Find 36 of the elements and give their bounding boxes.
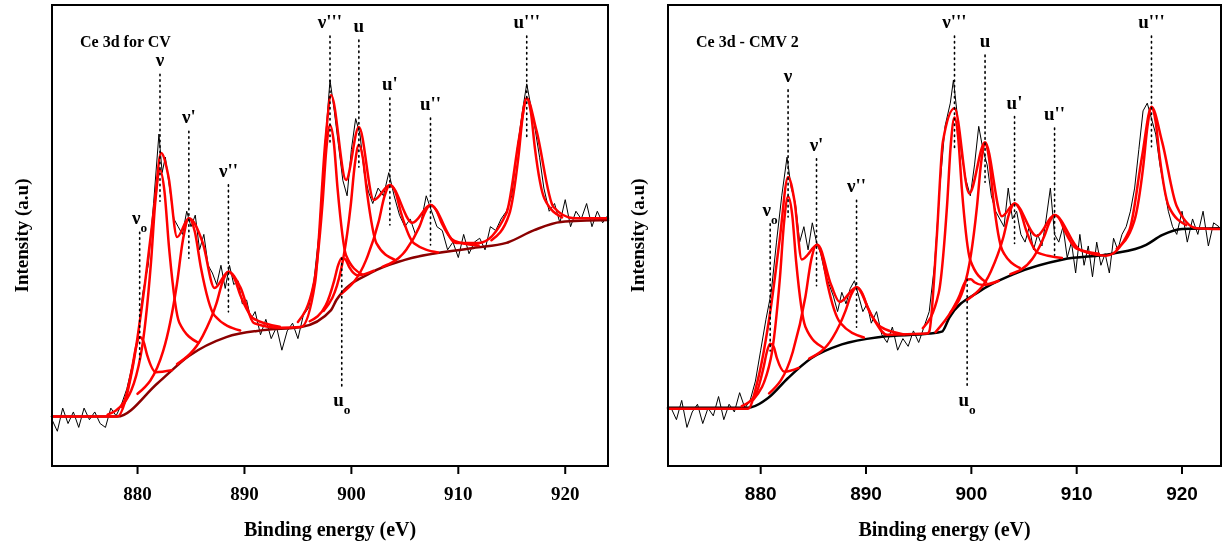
x-axis-title: Binding energy (eV): [243, 518, 417, 541]
x-tick-label: 900: [337, 483, 366, 504]
x-tick-label: 910: [444, 483, 473, 504]
ref-line-label: ν''': [316, 11, 343, 32]
ref-line-label: u'': [419, 93, 442, 115]
ref-line-label: u'': [1044, 103, 1066, 125]
ref-line-label: u$_{o}$: [333, 389, 351, 417]
ref-line-label: u': [1006, 91, 1023, 113]
ref-line-label: ν$_{o}$: [761, 198, 779, 227]
ref-line-label: ν: [154, 49, 165, 71]
ref-line-label: ν': [180, 106, 196, 128]
x-tick-label: 880: [744, 483, 777, 504]
ref-line-label: u$_{o}$: [958, 389, 977, 417]
ref-line-label: ν': [808, 133, 824, 155]
x-tick-label: 890: [230, 483, 259, 504]
x-tick-label: 920: [1166, 483, 1198, 504]
ref-line-label: ν$_{o}$: [131, 207, 148, 235]
ref-line-label: ν''': [941, 11, 967, 32]
x-tick-label: 900: [955, 483, 988, 504]
ref-line-label: u: [979, 30, 991, 52]
x-tick-label: 910: [1060, 483, 1093, 504]
x-tick-label: 890: [850, 483, 882, 504]
y-axis-title: Intensity (a.u): [627, 178, 649, 293]
chart-title: Ce 3d for CV: [80, 33, 172, 50]
ref-line-label: u''': [1138, 11, 1165, 32]
ref-line-label: ν'': [846, 175, 867, 197]
ref-line-label: u''': [513, 11, 540, 32]
x-tick-label: 920: [550, 483, 580, 504]
ref-line-label: ν: [782, 64, 793, 86]
x-axis-title: Binding energy (eV): [858, 518, 1031, 541]
ref-line-label: u': [381, 72, 398, 94]
ref-line-label: u: [353, 15, 365, 37]
x-tick-label: 880: [123, 483, 152, 504]
chart-title: Ce 3d - CMV 2: [696, 33, 799, 50]
y-axis-title: Intensity (a.u): [11, 178, 33, 293]
ref-line-label: ν'': [217, 159, 238, 181]
